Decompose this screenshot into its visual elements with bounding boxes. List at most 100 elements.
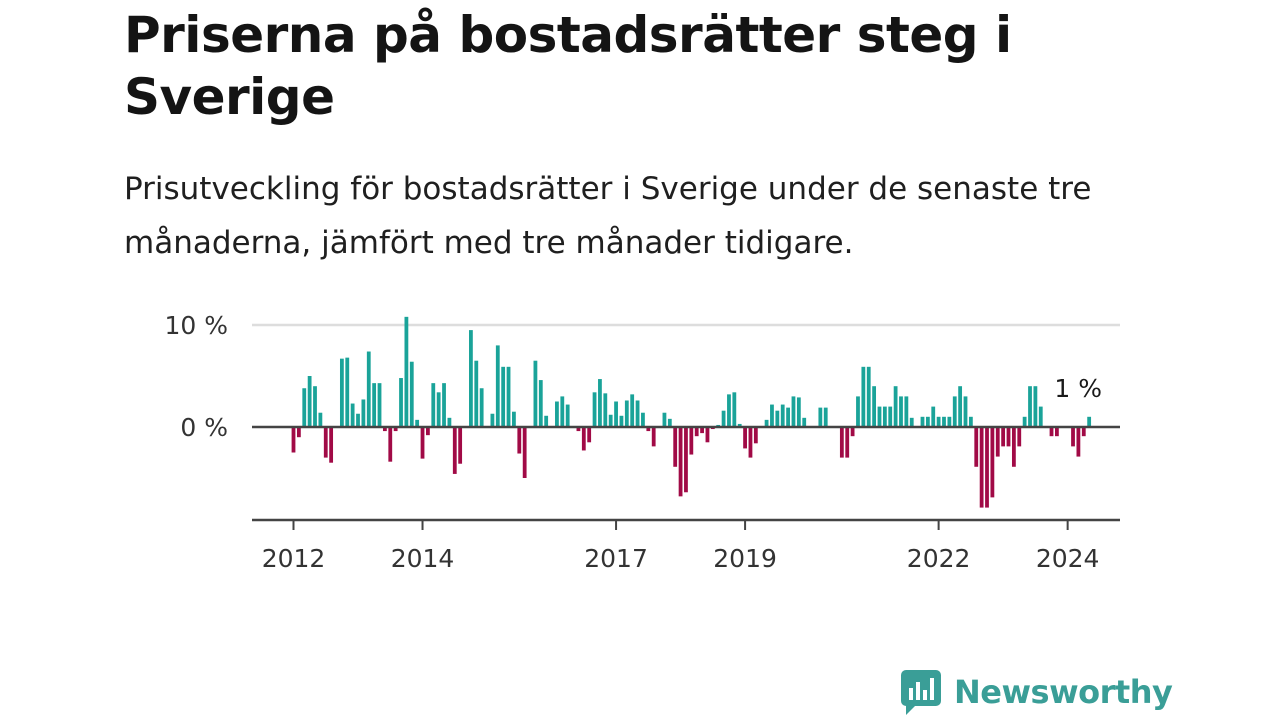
bar — [587, 427, 592, 443]
bar — [646, 427, 651, 432]
bar — [420, 427, 425, 459]
bar — [533, 360, 538, 427]
bar — [469, 330, 473, 427]
bar — [490, 413, 495, 427]
bar — [727, 394, 731, 427]
bar — [356, 413, 360, 427]
bar — [678, 427, 683, 497]
bar — [818, 407, 823, 427]
bar — [538, 380, 543, 427]
bar — [501, 366, 506, 427]
bar — [393, 427, 398, 432]
bar — [495, 345, 500, 427]
bar — [1028, 386, 1032, 427]
x-tick-label: 2012 — [262, 544, 326, 573]
bar — [737, 423, 742, 427]
bar — [866, 366, 871, 427]
y-tick-label: 0 % — [180, 413, 228, 442]
bar — [624, 400, 629, 427]
bar — [861, 366, 866, 427]
bar — [506, 366, 511, 427]
bar — [302, 388, 307, 427]
x-tick-label: 2019 — [713, 544, 777, 573]
bar — [995, 427, 1000, 457]
bar — [770, 404, 774, 427]
bar — [872, 386, 877, 427]
bar — [1087, 416, 1092, 427]
x-tick-label: 2017 — [584, 544, 648, 573]
bar — [479, 388, 484, 427]
bar — [339, 358, 344, 427]
bar — [893, 386, 898, 427]
bar — [909, 417, 914, 427]
bar — [990, 427, 995, 498]
bar — [877, 406, 882, 427]
newsworthy-logo-icon — [901, 670, 941, 715]
bar — [452, 427, 457, 474]
bar — [361, 399, 366, 427]
bar — [1006, 427, 1011, 447]
bar — [786, 407, 790, 427]
bar — [974, 427, 979, 467]
bar — [985, 427, 989, 508]
bar — [764, 419, 769, 427]
bar — [458, 427, 463, 464]
bar — [630, 394, 635, 427]
bar — [366, 351, 371, 427]
bar — [641, 412, 645, 427]
bar — [1038, 406, 1043, 427]
bar — [592, 392, 597, 427]
x-tick-label: 2014 — [391, 544, 455, 573]
bar — [442, 383, 446, 427]
bar — [307, 376, 312, 427]
bar — [775, 410, 780, 427]
bar — [780, 404, 785, 427]
bar — [673, 427, 678, 467]
bar — [899, 396, 903, 427]
bar — [689, 427, 694, 455]
bar — [431, 383, 436, 427]
bar — [603, 393, 608, 427]
bar — [576, 427, 581, 432]
bar — [1017, 427, 1022, 447]
bar — [979, 427, 984, 508]
y-tick-label: 10 % — [164, 311, 228, 340]
bar — [850, 427, 855, 437]
bar — [1081, 427, 1086, 437]
bar — [694, 427, 699, 437]
bar-chart: 0 % 10 % 2012 2014 2017 2019 2022 2024 1 % — [164, 311, 1120, 573]
bar — [291, 427, 296, 453]
brand-name: Newsworthy — [954, 673, 1173, 711]
bar — [522, 427, 527, 478]
bar — [684, 427, 688, 493]
bar — [1033, 386, 1038, 427]
bar — [608, 414, 613, 427]
bar — [635, 400, 640, 427]
bar — [399, 378, 403, 427]
bar — [296, 427, 301, 438]
bar — [598, 379, 602, 427]
bar — [839, 427, 844, 458]
bar — [1054, 427, 1059, 437]
bar — [436, 392, 441, 427]
bar — [345, 357, 350, 427]
bar — [1001, 427, 1006, 447]
bar — [1076, 427, 1081, 457]
bar — [968, 416, 973, 427]
x-tick-label: 2022 — [907, 544, 971, 573]
bar — [512, 411, 516, 427]
bar — [748, 427, 753, 458]
bar — [753, 427, 758, 444]
bar — [942, 416, 946, 427]
bar — [1022, 416, 1027, 427]
brand: Newsworthy — [900, 668, 1173, 716]
bar — [936, 416, 941, 427]
axes — [252, 425, 1120, 530]
chart-title: Priserna på bostadsrätter steg i Sverige — [124, 6, 1012, 126]
bars — [291, 316, 1092, 508]
bar — [796, 397, 801, 427]
bar — [732, 392, 737, 427]
bar — [377, 383, 382, 427]
bar — [619, 415, 624, 427]
bar — [958, 386, 963, 427]
